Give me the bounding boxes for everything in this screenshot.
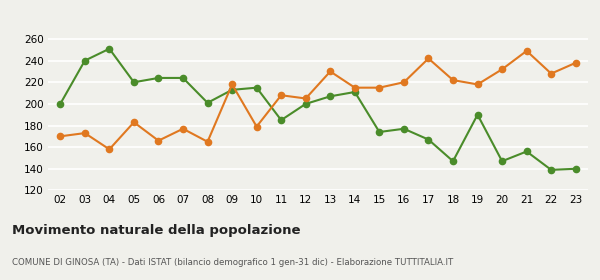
Decessi <box>376 86 383 89</box>
Nascite <box>449 160 457 163</box>
Nascite <box>81 59 88 62</box>
Nascite <box>179 76 187 80</box>
Decessi <box>253 125 260 128</box>
Nascite <box>155 76 162 80</box>
Nascite <box>499 160 506 163</box>
Nascite <box>474 113 481 116</box>
Decessi <box>81 131 88 135</box>
Nascite <box>278 118 285 122</box>
Nascite <box>376 130 383 134</box>
Decessi <box>179 127 187 130</box>
Nascite <box>106 47 113 50</box>
Decessi <box>56 135 64 138</box>
Nascite <box>523 150 530 153</box>
Decessi <box>204 140 211 143</box>
Decessi <box>326 70 334 73</box>
Nascite <box>56 102 64 106</box>
Decessi <box>229 83 236 86</box>
Decessi <box>548 72 555 75</box>
Line: Decessi: Decessi <box>57 48 579 152</box>
Decessi <box>474 83 481 86</box>
Decessi <box>130 121 137 124</box>
Decessi <box>155 139 162 142</box>
Nascite <box>302 102 310 106</box>
Nascite <box>548 168 555 172</box>
Decessi <box>449 78 457 82</box>
Text: Movimento naturale della popolazione: Movimento naturale della popolazione <box>12 224 301 237</box>
Nascite <box>400 127 407 130</box>
Text: COMUNE DI GINOSA (TA) - Dati ISTAT (bilancio demografico 1 gen-31 dic) - Elabora: COMUNE DI GINOSA (TA) - Dati ISTAT (bila… <box>12 258 453 267</box>
Nascite <box>351 90 358 94</box>
Nascite <box>326 95 334 98</box>
Line: Nascite: Nascite <box>57 46 579 173</box>
Decessi <box>499 67 506 71</box>
Decessi <box>572 61 580 64</box>
Nascite <box>572 167 580 171</box>
Decessi <box>351 86 358 89</box>
Decessi <box>278 94 285 97</box>
Nascite <box>130 81 137 84</box>
Decessi <box>523 49 530 53</box>
Decessi <box>425 57 432 60</box>
Decessi <box>106 148 113 151</box>
Decessi <box>400 81 407 84</box>
Nascite <box>229 88 236 92</box>
Decessi <box>302 97 310 100</box>
Nascite <box>204 101 211 104</box>
Nascite <box>425 138 432 141</box>
Nascite <box>253 86 260 89</box>
